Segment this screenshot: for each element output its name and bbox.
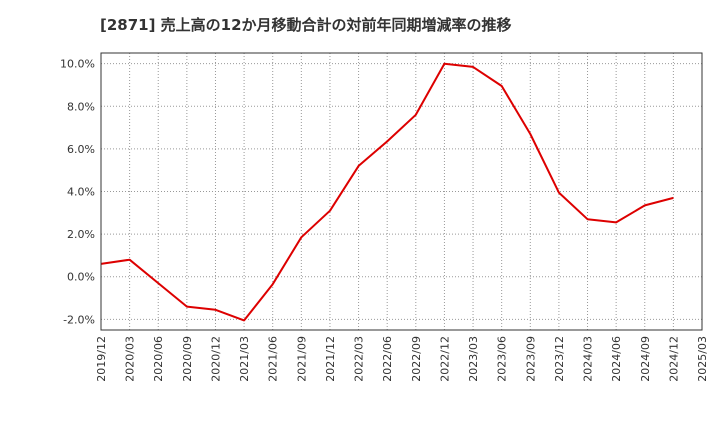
data-point <box>528 132 532 136</box>
x-tick-label: 2023/03 <box>467 336 480 382</box>
x-tick-label: 2021/09 <box>295 336 308 382</box>
y-tick-label: 10.0% <box>60 58 95 71</box>
data-point <box>156 281 160 285</box>
data-point <box>586 217 590 221</box>
y-tick-label: 0.0% <box>67 271 95 284</box>
x-tick-label: 2021/03 <box>238 336 251 382</box>
x-tick-label: 2021/06 <box>267 336 280 382</box>
y-tick-label: 6.0% <box>67 143 95 156</box>
grid-layer <box>101 53 702 330</box>
data-point <box>328 209 332 213</box>
data-point <box>385 139 389 143</box>
data-point <box>671 196 675 200</box>
series-line <box>100 62 674 322</box>
plot-frame <box>100 52 703 331</box>
x-tick-label: 2019/12 <box>95 336 108 382</box>
x-tick-label: 2022/09 <box>410 336 423 382</box>
data-point <box>242 318 246 322</box>
y-tick-label: -2.0% <box>63 313 95 326</box>
x-tick-label: 2024/09 <box>639 336 652 382</box>
y-tick-label: 2.0% <box>67 228 95 241</box>
data-point <box>213 308 217 312</box>
data-point <box>442 62 446 66</box>
data-point <box>557 191 561 195</box>
x-tick-label: 2023/09 <box>524 336 537 382</box>
y-axis-ticks: 10.0% 8.0% 6.0% 4.0% 2.0% 0.0% -2.0% <box>60 58 95 327</box>
data-point <box>299 235 303 239</box>
series-layer <box>100 62 675 322</box>
y-tick-label: 4.0% <box>67 186 95 199</box>
x-tick-label: 2021/12 <box>324 336 337 382</box>
y-tick-label: 8.0% <box>67 100 95 113</box>
data-point <box>414 113 418 117</box>
data-point <box>271 282 275 286</box>
x-axis-ticks: 2019/12 2020/03 2020/06 2020/09 2020/12 2021/… <box>95 336 709 382</box>
x-tick-label: 2020/06 <box>152 336 165 382</box>
x-tick-label: 2022/06 <box>381 336 394 382</box>
x-tick-label: 2022/12 <box>438 336 451 382</box>
data-point <box>185 305 189 309</box>
x-tick-label: 2025/03 <box>696 336 709 382</box>
x-tick-label: 2023/06 <box>496 336 509 382</box>
data-point <box>643 203 647 207</box>
data-point <box>500 84 504 88</box>
chart-title: [2871] 売上高の12か月移動合計の対前年同期増減率の推移 <box>100 16 512 34</box>
x-tick-label: 2020/03 <box>124 336 137 382</box>
data-point <box>357 164 361 168</box>
x-tick-label: 2020/12 <box>209 336 222 382</box>
x-tick-label: 2024/06 <box>610 336 623 382</box>
data-point <box>471 65 475 69</box>
x-tick-label: 2020/09 <box>181 336 194 382</box>
x-tick-label: 2023/12 <box>553 336 566 382</box>
x-tick-label: 2022/03 <box>353 336 366 382</box>
x-tick-label: 2024/03 <box>582 336 595 382</box>
data-point <box>128 258 132 262</box>
data-point <box>614 220 618 224</box>
x-tick-label: 2024/12 <box>667 336 680 382</box>
